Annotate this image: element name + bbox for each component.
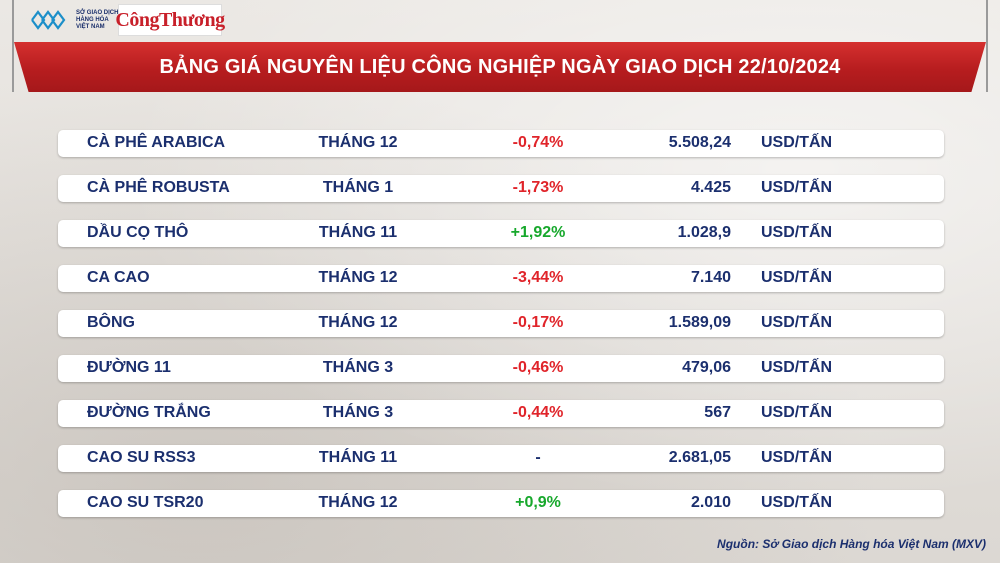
contract-month: THÁNG 1 bbox=[322, 179, 394, 196]
price-value: 5.508,24 bbox=[668, 134, 731, 151]
table-row: BÔNG THÁNG 12 -0,17% 1.589,09 USD/TẤN bbox=[58, 310, 944, 337]
contract-month: THÁNG 12 bbox=[318, 134, 398, 151]
table-row: ĐƯỜNG TRẮNG THÁNG 3 -0,44% 567 USD/TẤN bbox=[58, 400, 944, 427]
price-value: 1.589,09 bbox=[668, 314, 731, 331]
change-percent: -3,44% bbox=[512, 269, 564, 286]
commodity-name: ĐƯỜNG TRẮNG bbox=[87, 404, 211, 421]
commodity-name: DẦU CỌ THÔ bbox=[87, 224, 189, 241]
mxv-logo-text: SỞ GIAO DỊCH HÀNG HÓA VIỆT NAM bbox=[76, 10, 118, 31]
congthuong-logo: CôngThương bbox=[115, 4, 225, 36]
change-percent: +0,9% bbox=[515, 494, 561, 511]
contract-month: THÁNG 12 bbox=[318, 269, 398, 286]
congthuong-logo-text: CôngThương bbox=[115, 8, 225, 31]
price-unit: USD/TẤN bbox=[761, 134, 833, 151]
price-unit: USD/TẤN bbox=[761, 494, 833, 511]
frame-line-right bbox=[986, 0, 988, 92]
price-value: 2.010 bbox=[690, 494, 731, 511]
price-unit: USD/TẤN bbox=[761, 404, 833, 421]
table-row: ĐƯỜNG 11 THÁNG 3 -0,46% 479,06 USD/TẤN bbox=[58, 355, 944, 382]
price-value: 2.681,05 bbox=[668, 449, 731, 466]
title-banner: BẢNG GIÁ NGUYÊN LIỆU CÔNG NGHIỆP NGÀY GI… bbox=[14, 42, 986, 92]
price-unit: USD/TẤN bbox=[761, 224, 833, 241]
price-value: 4.425 bbox=[690, 179, 731, 196]
change-percent: -0,17% bbox=[512, 314, 564, 331]
commodity-name: CA CAO bbox=[87, 269, 150, 286]
table-row: CAO SU RSS3 THÁNG 11 - 2.681,05 USD/TẤN bbox=[58, 445, 944, 472]
commodity-name: BÔNG bbox=[87, 314, 135, 331]
change-percent: -1,73% bbox=[512, 179, 564, 196]
mxv-logo-icon bbox=[31, 10, 66, 30]
price-value: 567 bbox=[704, 404, 731, 421]
commodity-name: CAO SU TSR20 bbox=[87, 494, 204, 511]
price-unit: USD/TẤN bbox=[761, 359, 833, 376]
table-row: CÀ PHÊ ROBUSTA THÁNG 1 -1,73% 4.425 USD/TẤN bbox=[58, 175, 944, 202]
change-percent: -0,44% bbox=[512, 404, 564, 421]
price-unit: USD/TẤN bbox=[761, 314, 833, 331]
commodity-name: CAO SU RSS3 bbox=[87, 449, 196, 466]
mxv-logo: SỞ GIAO DỊCH HÀNG HÓA VIỆT NAM bbox=[30, 8, 118, 32]
header: SỞ GIAO DỊCH HÀNG HÓA VIỆT NAM CôngThươn… bbox=[0, 0, 1000, 40]
contract-month: THÁNG 11 bbox=[318, 224, 398, 241]
frame-line-left bbox=[12, 0, 14, 92]
price-value: 479,06 bbox=[682, 359, 731, 376]
contract-month: THÁNG 11 bbox=[318, 449, 398, 466]
change-percent: -0,74% bbox=[512, 134, 564, 151]
table-row: CA CAO THÁNG 12 -3,44% 7.140 USD/TẤN bbox=[58, 265, 944, 292]
mxv-logo-line-2: HÀNG HÓA bbox=[76, 16, 109, 23]
price-unit: USD/TẤN bbox=[761, 449, 833, 466]
commodity-name: CÀ PHÊ ARABICA bbox=[87, 134, 226, 151]
change-percent: -0,46% bbox=[512, 359, 564, 376]
price-value: 7.140 bbox=[690, 269, 731, 286]
price-unit: USD/TẤN bbox=[761, 179, 833, 196]
page-title: BẢNG GIÁ NGUYÊN LIỆU CÔNG NGHIỆP NGÀY GI… bbox=[159, 55, 841, 78]
change-percent: - bbox=[535, 449, 541, 466]
contract-month: THÁNG 12 bbox=[318, 494, 398, 511]
table-row: CAO SU TSR20 THÁNG 12 +0,9% 2.010 USD/TẤN bbox=[58, 490, 944, 517]
mxv-logo-line-3: VIỆT NAM bbox=[76, 23, 105, 30]
source-note: Nguồn: Sở Giao dịch Hàng hóa Việt Nam (M… bbox=[717, 537, 986, 551]
mxv-logo-line-1: SỞ GIAO DỊCH bbox=[76, 9, 119, 16]
price-value: 1.028,9 bbox=[677, 224, 731, 241]
table-row: DẦU CỌ THÔ THÁNG 11 +1,92% 1.028,9 USD/TẤN bbox=[58, 220, 944, 247]
contract-month: THÁNG 12 bbox=[318, 314, 398, 331]
commodity-name: CÀ PHÊ ROBUSTA bbox=[87, 179, 230, 196]
commodity-name: ĐƯỜNG 11 bbox=[87, 359, 171, 376]
table-row: CÀ PHÊ ARABICA THÁNG 12 -0,74% 5.508,24 USD/… bbox=[58, 130, 944, 157]
price-unit: USD/TẤN bbox=[761, 269, 833, 286]
contract-month: THÁNG 3 bbox=[322, 404, 394, 421]
change-percent: +1,92% bbox=[510, 224, 566, 241]
contract-month: THÁNG 3 bbox=[322, 359, 394, 376]
